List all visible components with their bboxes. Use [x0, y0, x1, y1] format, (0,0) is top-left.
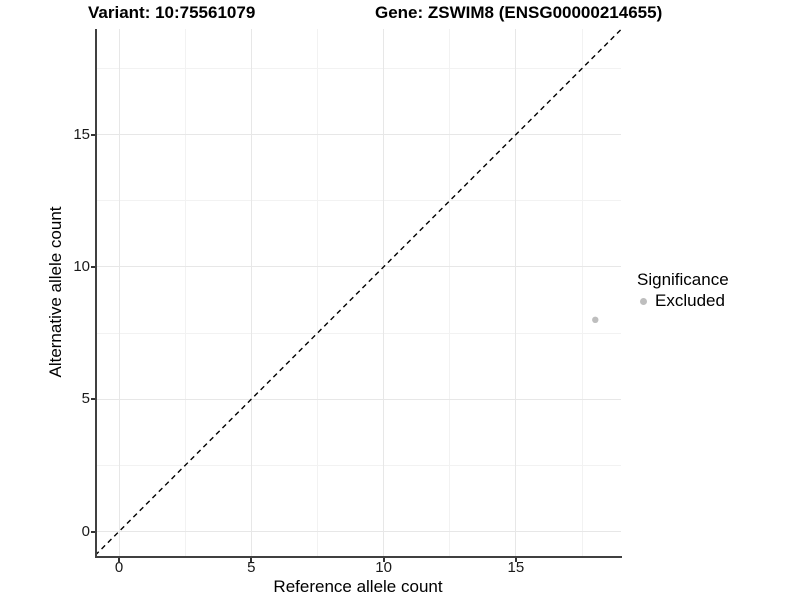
x-tick-mark	[250, 557, 253, 562]
data-point	[592, 316, 599, 324]
y-tick-mark	[90, 265, 95, 268]
plot-layer	[96, 29, 621, 556]
gridline-x-major	[118, 29, 120, 556]
x-tick-label: 15	[507, 559, 525, 576]
legend-point-swatch	[640, 297, 647, 305]
x-axis-title: Reference allele count	[273, 577, 443, 596]
x-tick-label: 5	[247, 559, 256, 576]
y-tick-label: 5	[81, 390, 90, 408]
gridline-y-minor	[96, 200, 621, 202]
gridline-y-major	[96, 398, 621, 400]
y-tick-mark	[90, 398, 95, 401]
x-axis-line	[95, 555, 622, 558]
plot-title-gene: Gene: ZSWIM8 (ENSG00000214655)	[375, 3, 663, 22]
y-tick-label: 15	[73, 125, 90, 143]
x-tick-label: 0	[114, 559, 124, 576]
gridline-x-minor	[184, 29, 186, 556]
gridline-x-minor	[449, 29, 451, 556]
legend: Significance Excluded	[637, 270, 729, 311]
gridline-y-major	[96, 134, 621, 136]
y-axis-line	[94, 29, 97, 558]
gridline-y-major	[96, 531, 621, 532]
y-axis-title: Alternative allele count	[46, 206, 65, 378]
gridline-x-major	[383, 29, 385, 556]
y-tick-label: 0	[81, 522, 90, 540]
plot-title-variant: Variant: 10:75561079	[88, 3, 256, 22]
x-tick-label: 10	[375, 559, 392, 576]
gridline-y-minor	[96, 464, 621, 466]
y-tick-mark	[90, 133, 95, 136]
x-tick-mark	[118, 557, 120, 562]
plot-panel	[96, 29, 621, 556]
gridline-x-major	[250, 29, 252, 556]
legend-title: Significance	[637, 270, 729, 289]
identity-dashed-line	[96, 29, 621, 556]
gridline-x-minor	[581, 29, 583, 556]
x-tick-mark	[382, 557, 385, 562]
legend-item-label: Excluded	[655, 291, 725, 310]
data-points	[592, 316, 599, 324]
gridline-x-major	[515, 29, 517, 556]
gridline-y-minor	[96, 332, 621, 334]
legend-item-excluded: Excluded	[637, 291, 729, 311]
gridline-y-major	[96, 266, 621, 268]
x-tick-mark	[514, 557, 517, 562]
gridline-y-minor	[96, 67, 621, 69]
y-tick-label: 10	[73, 257, 90, 275]
y-tick-mark	[90, 530, 95, 533]
gridline-x-minor	[316, 29, 318, 556]
